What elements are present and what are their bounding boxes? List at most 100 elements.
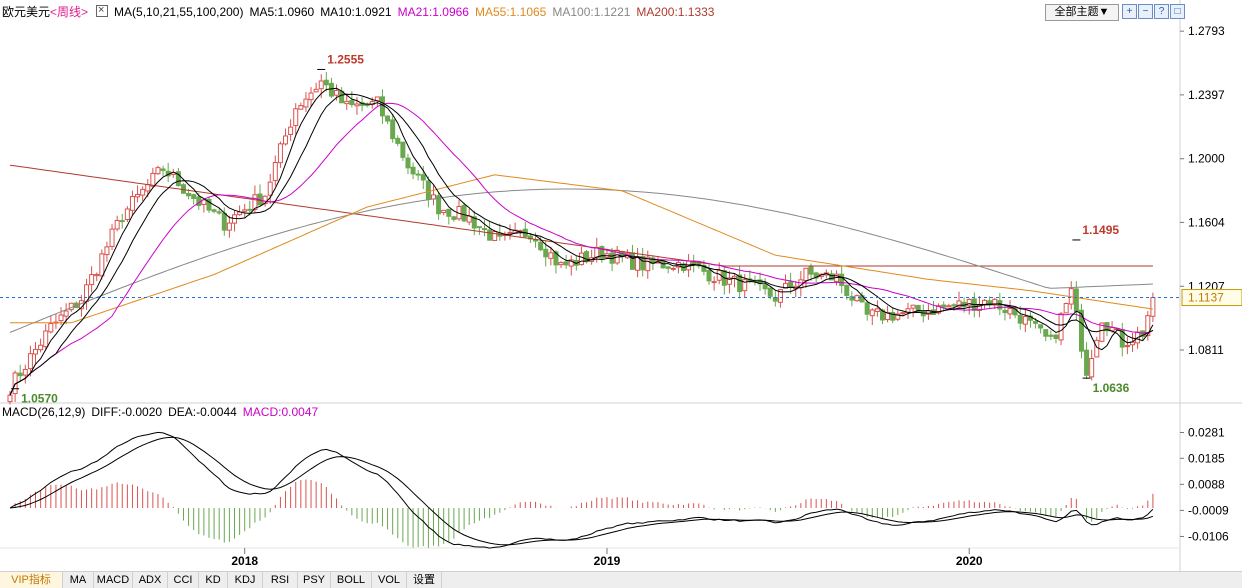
ma-params: MA(5,10,21,55,100,200) (114, 5, 244, 19)
tab-9[interactable]: BOLL (331, 572, 372, 588)
candle-body (89, 274, 95, 286)
ma10-line (9, 93, 1154, 396)
candle-body (742, 279, 748, 292)
candle-body (844, 284, 850, 296)
macd-diff-line (9, 431, 1154, 549)
candle-body (578, 252, 584, 266)
candle-body (395, 137, 401, 144)
chart-canvas[interactable]: 1.27931.23971.20001.16041.12071.08110.02… (0, 0, 1242, 571)
macd-dea: DEA:-0.0044 (168, 405, 237, 419)
tab-7[interactable]: RSI (263, 572, 298, 588)
candle-body (538, 241, 544, 251)
candle-body (910, 304, 916, 309)
tab-1[interactable]: MA (63, 572, 94, 588)
candle-body (94, 273, 100, 277)
current-price-tag (1181, 289, 1242, 307)
candle-body (1053, 334, 1059, 339)
candle-body (879, 309, 885, 321)
candle-body (645, 256, 651, 272)
candle-body (482, 228, 488, 231)
theme-dropdown-button[interactable]: 全部主题▼ (1045, 4, 1119, 21)
candle-body (665, 266, 671, 269)
candle-body (936, 305, 942, 314)
candle-body (1145, 315, 1151, 337)
candle-body (354, 103, 360, 107)
candle-body (410, 166, 416, 175)
macd-header: MACD(26,12,9) DIFF:-0.0020 DEA:-0.0044 MACD… (2, 404, 324, 420)
candle-body (762, 284, 768, 290)
candle-body (701, 264, 707, 272)
tab-2[interactable]: MACD (94, 572, 133, 588)
candle-body (869, 309, 875, 317)
zoom-out-icon[interactable]: − (1138, 4, 1153, 19)
candle-body (788, 281, 794, 288)
candle-body (99, 253, 105, 277)
candle-body (175, 171, 181, 187)
candle-body (711, 281, 717, 284)
ma21-value: MA21:1.0966 (397, 5, 469, 19)
candle-body (594, 246, 600, 258)
candle-body (339, 90, 345, 104)
candle-body (777, 289, 783, 303)
candle-body (344, 100, 350, 105)
candle-body (558, 262, 564, 266)
candle-body (885, 311, 891, 321)
ma200-line (9, 164, 1153, 267)
candle-body (451, 216, 457, 220)
candle-body (803, 267, 809, 282)
ma10-value: MA10:1.0921 (320, 5, 392, 19)
extreme-label: 1.1495 (1082, 223, 1119, 237)
candle-body (1063, 302, 1069, 314)
candle-body (1038, 324, 1044, 329)
candle-body (1002, 309, 1008, 314)
indicator-tab-bar: VIP指标 MA MACD ADX CCI KD KDJ RSI PSY BOLL VOL 设置 (0, 571, 1242, 588)
candle-body (553, 251, 559, 266)
candle-body (267, 181, 273, 196)
candle-body (242, 209, 248, 212)
period-label[interactable]: <周线> (50, 5, 89, 19)
candle-body (323, 79, 329, 86)
restore-icon[interactable]: □ (1170, 4, 1185, 19)
symbol-name: 欧元美元 (2, 5, 51, 19)
candle-body (992, 298, 998, 306)
ma100-line (9, 188, 1153, 333)
tab-8[interactable]: PSY (298, 572, 331, 588)
candle-body (737, 274, 743, 293)
candle-body (109, 228, 115, 247)
candle-body (400, 141, 406, 158)
candle-body (874, 308, 880, 312)
candle-body (135, 193, 141, 198)
candle-body (1078, 309, 1084, 352)
extreme-label: 1.2555 (327, 52, 364, 66)
candle-body (1084, 349, 1090, 376)
candle-body (839, 273, 845, 286)
time-tick-label: 2019 (594, 554, 621, 568)
price-tick-label: 1.1604 (1188, 215, 1225, 229)
tab-11[interactable]: 设置 (407, 572, 442, 588)
tab-0[interactable]: VIP指标 (0, 572, 63, 588)
candle-body (726, 277, 732, 285)
candle-body (43, 330, 49, 348)
help-icon[interactable]: ? (1154, 4, 1169, 19)
tab-3[interactable]: ADX (133, 572, 168, 588)
candle-body (1140, 330, 1146, 338)
candle-body (813, 272, 819, 279)
zoom-in-icon[interactable]: + (1122, 4, 1137, 19)
candle-body (808, 266, 814, 275)
candle-body (328, 82, 334, 97)
tab-10[interactable]: VOL (372, 572, 407, 588)
candle-body (854, 295, 860, 302)
close-indicator-icon[interactable] (96, 2, 109, 18)
candle-body (670, 267, 676, 270)
tab-5[interactable]: KD (199, 572, 228, 588)
candle-body (951, 304, 957, 307)
tab-4[interactable]: CCI (168, 572, 199, 588)
candle-body (226, 222, 232, 231)
macd-params: MACD(26,12,9) (2, 405, 86, 419)
price-tick-label: 1.0811 (1188, 343, 1224, 357)
tab-6[interactable]: KDJ (228, 572, 263, 588)
candle-body (563, 261, 569, 266)
candle-body (298, 105, 304, 110)
candle-body (660, 260, 666, 269)
candle-body (272, 162, 278, 182)
